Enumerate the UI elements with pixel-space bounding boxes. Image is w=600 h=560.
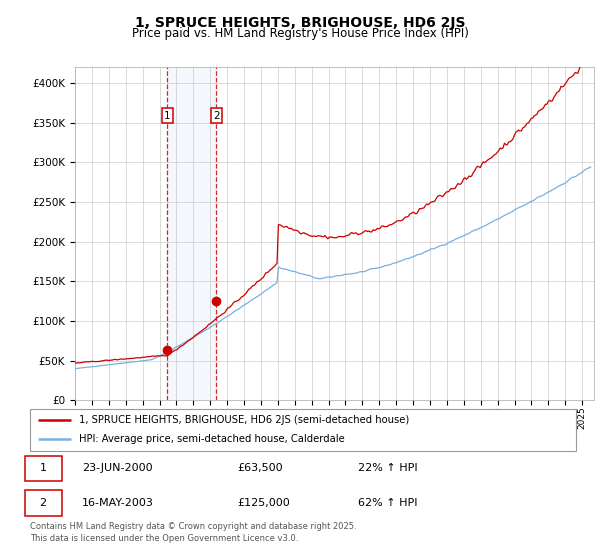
- Text: £63,500: £63,500: [238, 464, 283, 473]
- Text: 1, SPRUCE HEIGHTS, BRIGHOUSE, HD6 2JS: 1, SPRUCE HEIGHTS, BRIGHOUSE, HD6 2JS: [135, 16, 465, 30]
- Bar: [167, 67, 217, 400]
- Text: 2: 2: [213, 110, 220, 120]
- Text: 23-JUN-2000: 23-JUN-2000: [82, 464, 152, 473]
- FancyBboxPatch shape: [30, 409, 576, 451]
- Text: £125,000: £125,000: [238, 498, 290, 508]
- Text: 62% ↑ HPI: 62% ↑ HPI: [358, 498, 417, 508]
- Text: Price paid vs. HM Land Registry's House Price Index (HPI): Price paid vs. HM Land Registry's House …: [131, 27, 469, 40]
- Text: 1, SPRUCE HEIGHTS, BRIGHOUSE, HD6 2JS (semi-detached house): 1, SPRUCE HEIGHTS, BRIGHOUSE, HD6 2JS (s…: [79, 415, 409, 425]
- Text: 1: 1: [40, 464, 47, 473]
- FancyBboxPatch shape: [25, 455, 62, 481]
- Text: 1: 1: [164, 110, 171, 120]
- Text: 16-MAY-2003: 16-MAY-2003: [82, 498, 154, 508]
- Text: 2: 2: [40, 498, 47, 508]
- Text: HPI: Average price, semi-detached house, Calderdale: HPI: Average price, semi-detached house,…: [79, 435, 345, 445]
- Text: 22% ↑ HPI: 22% ↑ HPI: [358, 464, 417, 473]
- Text: Contains HM Land Registry data © Crown copyright and database right 2025.
This d: Contains HM Land Registry data © Crown c…: [30, 522, 356, 543]
- FancyBboxPatch shape: [25, 491, 62, 516]
